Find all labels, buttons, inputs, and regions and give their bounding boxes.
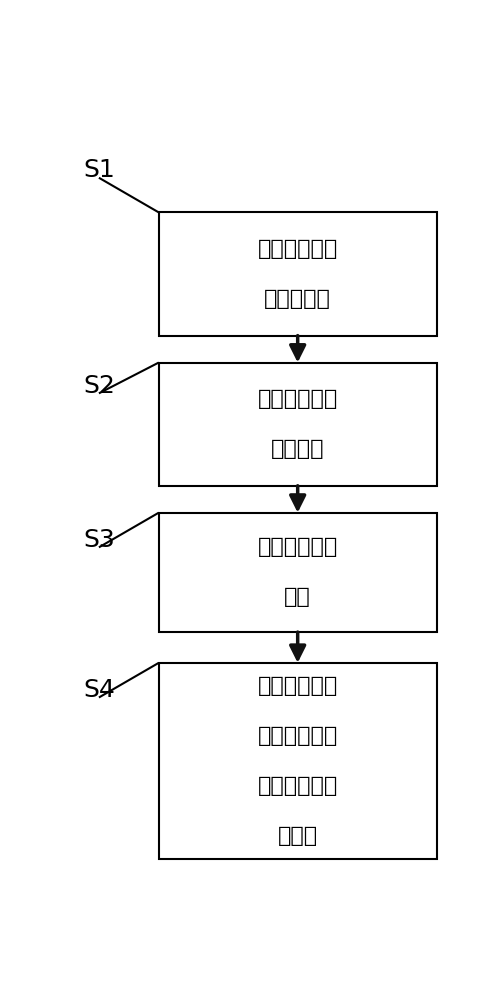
Text: S3: S3: [84, 528, 115, 552]
Text: 及金属材料: 及金属材料: [264, 289, 331, 309]
Text: 设计微尖结构: 设计微尖结构: [257, 537, 338, 557]
Bar: [159, 363, 437, 486]
Text: 子体波长: 子体波长: [271, 439, 324, 459]
Text: 微尖尖端加入: 微尖尖端加入: [257, 676, 338, 696]
Text: 曼探头: 曼探头: [277, 826, 318, 846]
Text: S4: S4: [84, 678, 116, 702]
Text: S1: S1: [84, 158, 115, 182]
Bar: [159, 663, 437, 859]
Text: 计算表面等离: 计算表面等离: [257, 389, 338, 409]
Bar: [159, 513, 437, 632]
Text: 成表面增强拉: 成表面增强拉: [257, 776, 338, 796]
Text: 选择基底材料: 选择基底材料: [257, 239, 338, 259]
Bar: [159, 212, 437, 336]
Text: 金属颗粒，形: 金属颗粒，形: [257, 726, 338, 746]
Text: 参数: 参数: [284, 587, 311, 607]
Text: S2: S2: [84, 374, 116, 398]
